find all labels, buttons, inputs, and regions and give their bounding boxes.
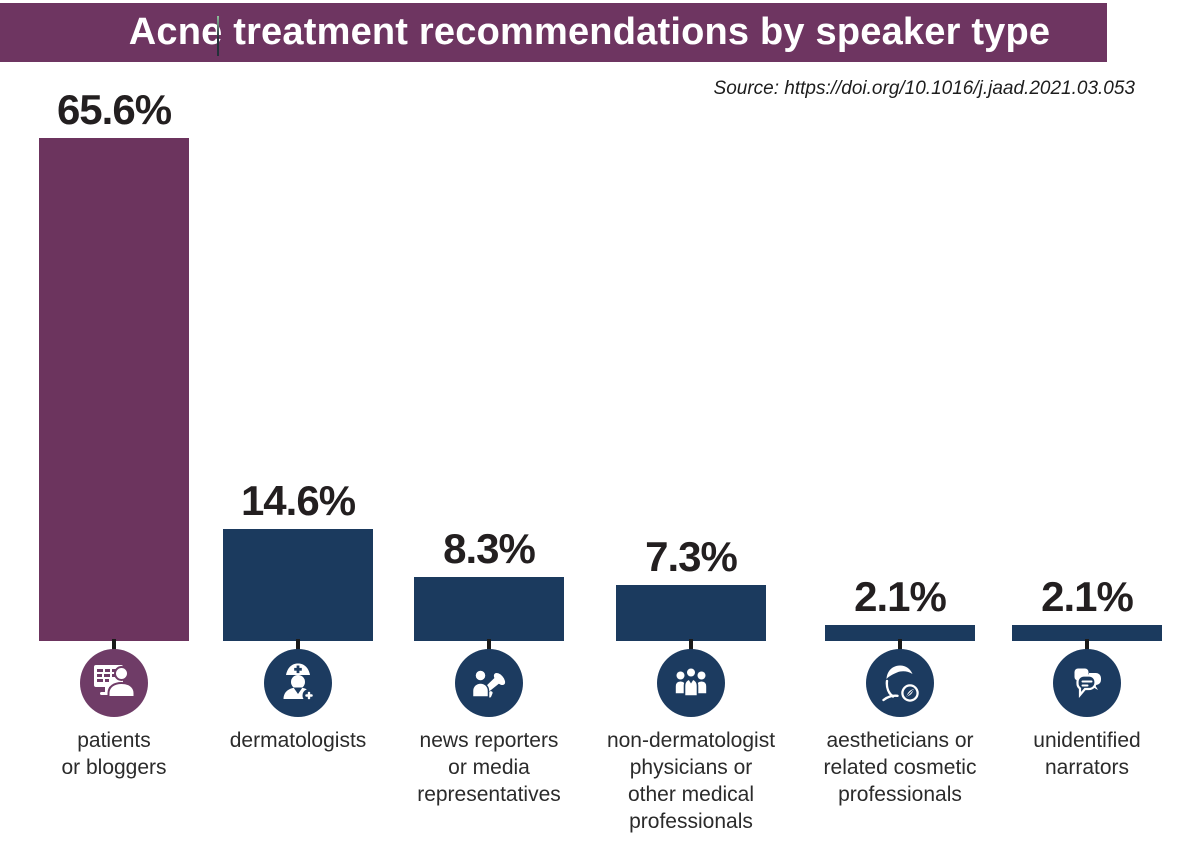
- page-title: Acne treatment recommendations by speake…: [128, 11, 1051, 53]
- category-line: news reporters: [419, 729, 559, 752]
- source-citation: Source: https://doi.org/10.1016/j.jaad.2…: [713, 78, 1135, 99]
- connector-line: [898, 639, 902, 653]
- icon-circle: [1053, 649, 1121, 717]
- category-line: related cosmetic: [823, 756, 977, 779]
- speech-bubbles-icon: [1074, 668, 1101, 699]
- value-label: 2.1%: [1041, 572, 1134, 620]
- value-label: 65.6%: [56, 85, 172, 133]
- value-label: 14.6%: [240, 476, 356, 524]
- category-line: unidentified: [1033, 729, 1141, 752]
- icon-circle: [455, 649, 523, 717]
- category-label: aestheticians or related cosmetic profes…: [800, 727, 1000, 808]
- category-line: physicians or: [629, 756, 753, 779]
- icon-circle: [657, 649, 725, 717]
- icon-circle: [866, 649, 934, 717]
- category-line: representatives: [417, 783, 561, 806]
- category-label: unidentified narrators: [987, 727, 1187, 781]
- reporter-megaphone-icon: [471, 669, 506, 698]
- category-line: patients: [77, 729, 151, 752]
- category-line: or media: [448, 756, 530, 779]
- icon-circle: [264, 649, 332, 717]
- category-label: patients or bloggers: [14, 727, 214, 781]
- patient-blogger-computer-icon: [94, 665, 136, 698]
- value-label: 8.3%: [443, 524, 536, 572]
- category-line: professionals: [629, 810, 753, 833]
- category-label: non-dermatologist physicians or other me…: [591, 727, 791, 835]
- medical-professionals-group-icon: [674, 666, 708, 697]
- category-line: dermatologists: [229, 729, 367, 752]
- category-line: professionals: [838, 783, 962, 806]
- category-line: narrators: [1044, 756, 1130, 779]
- bar-patients-or-bloggers: [39, 138, 189, 641]
- value-label: 2.1%: [854, 572, 947, 620]
- connector-line: [487, 639, 491, 653]
- chart-column-patients-or-bloggers: 65.6% patients: [14, 0, 214, 846]
- chart-column-aestheticians: 2.1% aestheticians or related cosmetic p…: [800, 0, 1000, 846]
- chart-column-non-dermatologist-physicians: 7.3% non-dermatologist physicians or oth…: [591, 0, 791, 846]
- category-label: dermatologists: [198, 727, 398, 754]
- connector-line: [1085, 639, 1089, 653]
- category-line: or bloggers: [61, 756, 167, 779]
- connector-line: [112, 639, 116, 653]
- bar-news-reporters: [414, 577, 564, 641]
- icon-circle: [80, 649, 148, 717]
- bar-aestheticians: [825, 625, 975, 641]
- category-line: non-dermatologist: [606, 729, 776, 752]
- category-line: aestheticians or: [826, 729, 974, 752]
- aesthetician-spa-icon: [882, 665, 919, 702]
- connector-line: [689, 639, 693, 653]
- title-banner: Acne treatment recommendations by speake…: [0, 3, 1107, 62]
- category-label: news reporters or media representatives: [389, 727, 589, 808]
- text-cursor: [217, 16, 219, 56]
- bar-non-dermatologist-physicians: [616, 585, 766, 641]
- connector-line: [296, 639, 300, 653]
- value-label: 7.3%: [645, 532, 738, 580]
- chart-column-dermatologists: 14.6%: [198, 0, 398, 846]
- bar-dermatologists: [223, 529, 373, 641]
- chart-column-unidentified-narrators: 2.1% unidentified narrators: [987, 0, 1187, 846]
- category-line: other medical: [627, 783, 755, 806]
- chart-column-news-reporters: 8.3% news reporters or media representat…: [389, 0, 589, 846]
- dermatologist-nurse-icon: [283, 663, 316, 702]
- bar-unidentified-narrators: [1012, 625, 1162, 641]
